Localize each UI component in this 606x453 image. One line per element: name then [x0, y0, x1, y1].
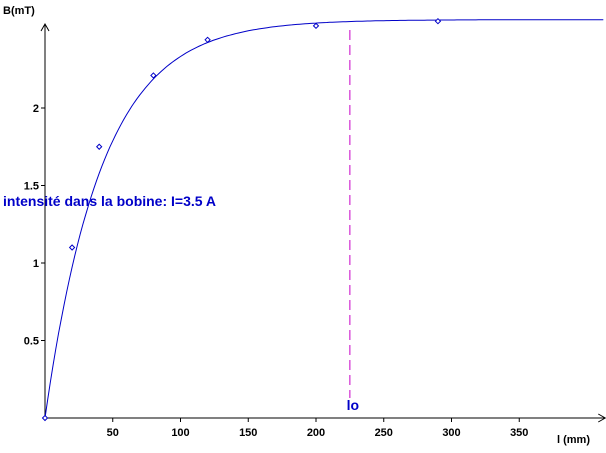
axes: 50 100 150 200 250 300 350 0.5 1 1.5 2: [24, 22, 606, 439]
data-points: [41, 17, 442, 422]
y-tick-label: 1.5: [24, 181, 39, 193]
y-tick-label: 1: [33, 258, 39, 270]
current-annotation: intensité dans la bobine: I=3.5 A: [3, 193, 216, 209]
lo-marker-label: lo: [347, 397, 359, 413]
x-tick-label: 250: [375, 427, 393, 439]
x-tick-label: 50: [107, 427, 119, 439]
x-tick-label: 150: [239, 427, 257, 439]
data-point: [204, 36, 211, 44]
x-tick-label: 350: [510, 427, 528, 439]
x-tick-label: 200: [307, 427, 325, 439]
data-point: [312, 22, 320, 30]
x-axis-title: l (mm): [557, 434, 590, 446]
x-ticks: 50 100 150 200 250 300 350: [107, 418, 528, 439]
y-tick-label: 0.5: [24, 336, 39, 348]
y-tick-label: 2: [33, 103, 39, 115]
fit-curve: [44, 19, 604, 419]
data-point: [434, 17, 442, 25]
y-axis-arrow: [40, 22, 50, 32]
data-point: [41, 414, 49, 422]
data-point: [68, 244, 76, 251]
data-point: [95, 143, 103, 150]
data-point: [150, 72, 157, 79]
y-ticks: 0.5 1 1.5 2: [24, 103, 45, 348]
x-tick-label: 100: [171, 427, 189, 439]
x-tick-label: 300: [442, 427, 460, 439]
x-axis-arrow: [598, 413, 606, 423]
y-axis-title: B(mT): [3, 5, 35, 17]
